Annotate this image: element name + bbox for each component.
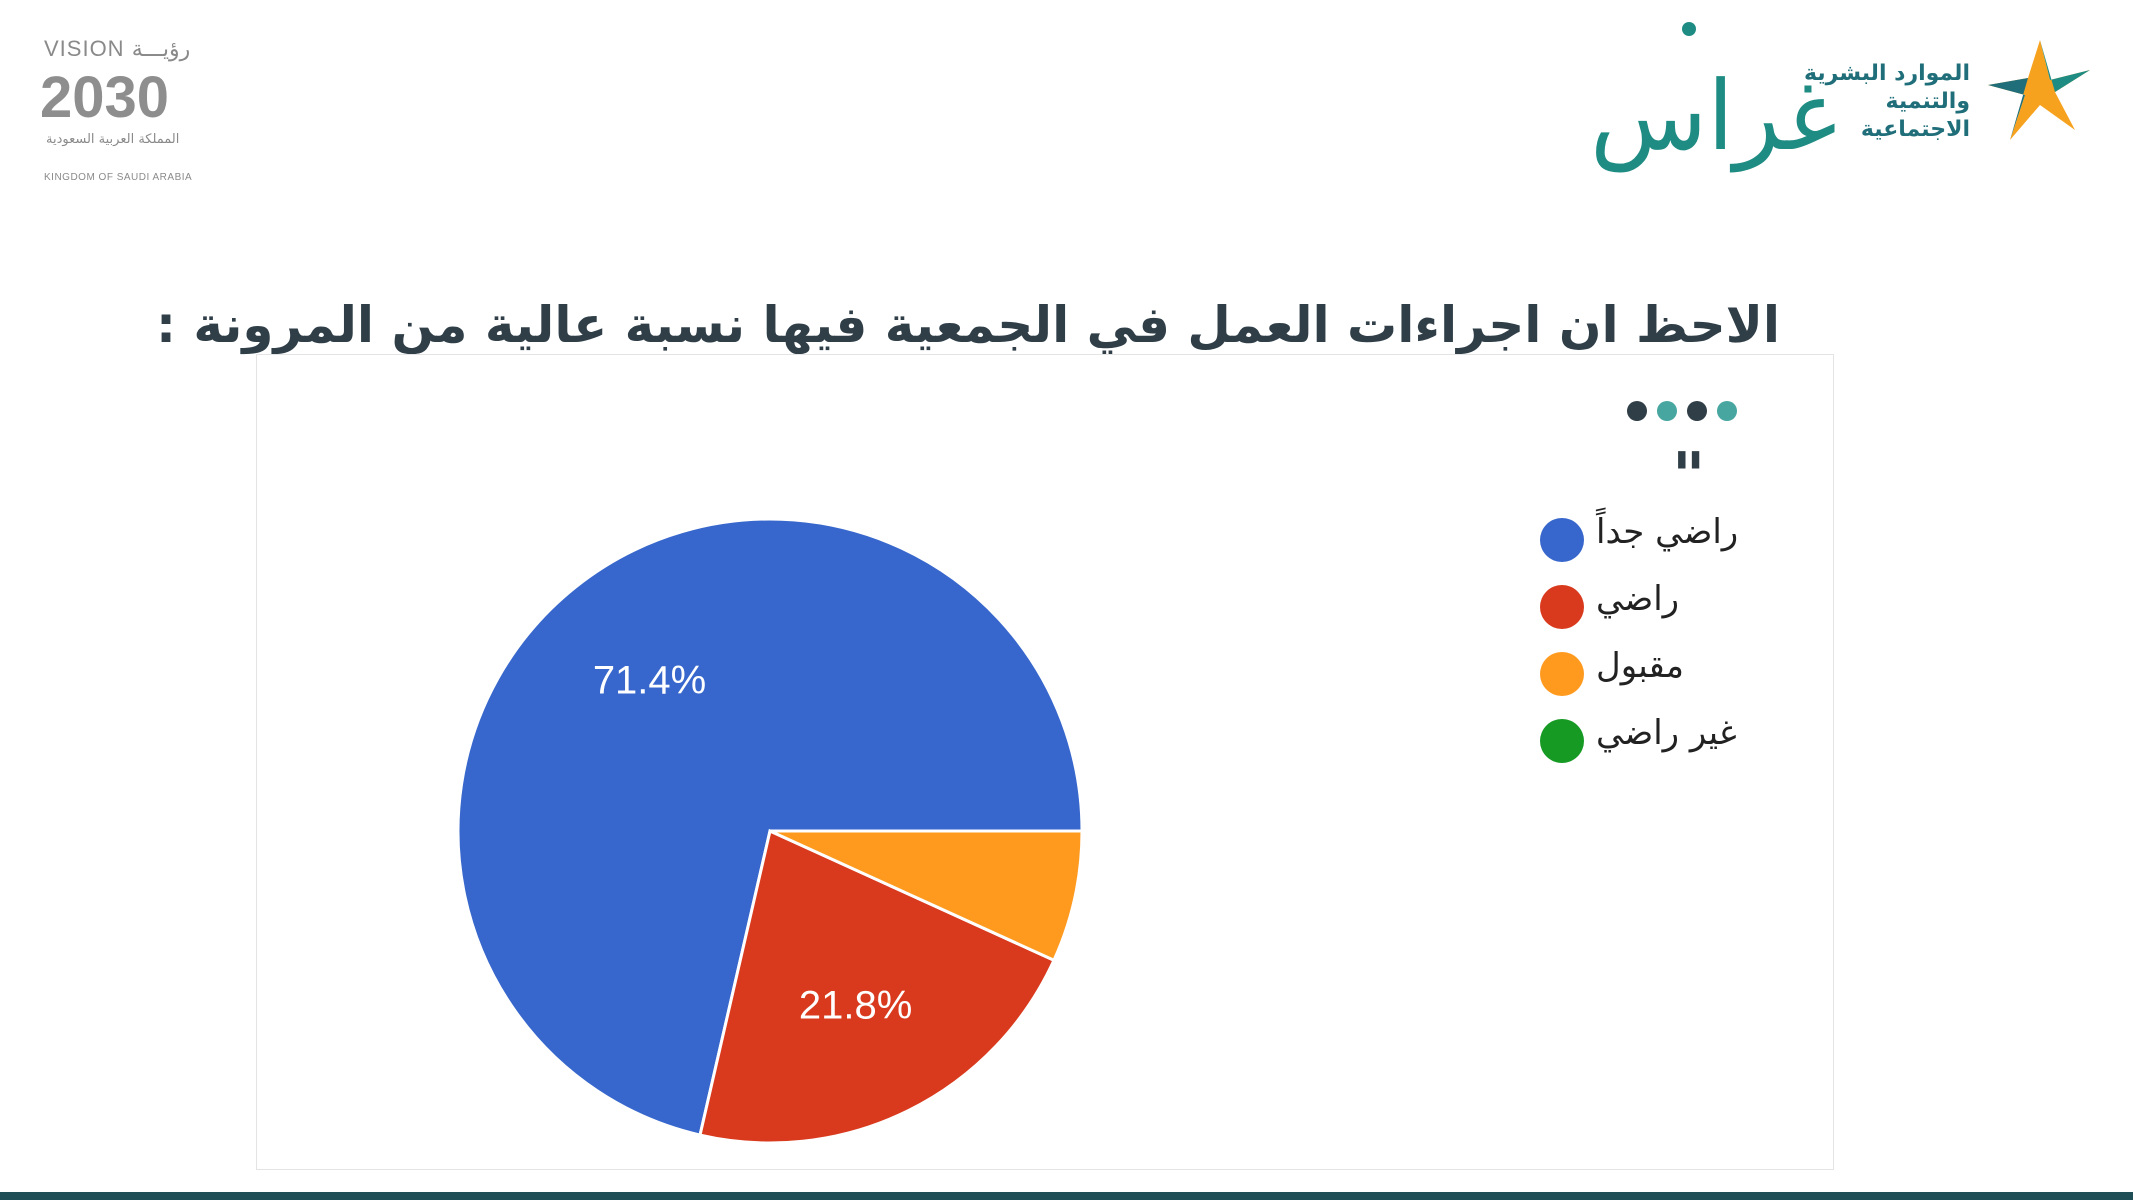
legend-label: راضي (1596, 579, 1680, 619)
pie-slice (698, 828, 1056, 1145)
ministry-logo: الموارد البشرية والتنمية الاجتماعية (1790, 30, 2100, 150)
pie-data-label: 71.4% (593, 659, 706, 703)
pie-slice (456, 517, 1084, 1137)
legend-label: غير راضي (1596, 713, 1737, 753)
chart-frame: 71.4% 21.8% (256, 354, 1834, 1170)
bottom-bar (0, 1192, 2133, 1200)
legend-item: راضي (1540, 579, 1820, 646)
legend-label: مقبول (1596, 646, 1684, 686)
legend-swatch (1540, 518, 1584, 562)
decorative-dot (1717, 401, 1737, 421)
vision-logo-top-line: VISION رؤيـــة (44, 36, 191, 61)
legend-item: غير راضي (1540, 713, 1820, 780)
chart-legend: راضي جداً راضي مقبول غير راضي (1540, 512, 1820, 780)
decorative-dot (1657, 401, 1677, 421)
ministry-logo-line1: الموارد البشرية (1804, 61, 1970, 86)
legend-swatch (1540, 585, 1584, 629)
pie-chart: 71.4% 21.8% (456, 517, 1084, 1145)
ghiras-logo: غراس (1590, 20, 1837, 172)
pie-slice (769, 829, 1084, 963)
legend-swatch (1540, 652, 1584, 696)
quote-mark-icon: " (1672, 440, 1706, 514)
legend-swatch (1540, 719, 1584, 763)
page-title: الاحظ ان اجراءات العمل في الجمعية فيها ن… (155, 296, 1780, 354)
ministry-star-icon (1988, 40, 2090, 140)
ministry-logo-text: الموارد البشرية والتنمية الاجتماعية (1790, 60, 1970, 144)
legend-item: مقبول (1540, 646, 1820, 713)
vision-2030-logo: VISION رؤيـــة 2030 المملكة العربية السع… (40, 36, 220, 183)
ghiras-logo-text: غراس (1590, 60, 1838, 172)
decorative-dot (1687, 401, 1707, 421)
ghiras-logo-figure-icon (1682, 22, 1696, 36)
legend-label: راضي جداً (1596, 512, 1739, 552)
decorative-dot (1627, 401, 1647, 421)
pie-data-label: 21.8% (799, 983, 912, 1027)
vision-logo-english-line: KINGDOM OF SAUDI ARABIA (44, 172, 193, 183)
vision-logo-year: 2030 (40, 65, 170, 130)
decorative-dots (1627, 401, 1747, 425)
vision-logo-arabic-line: المملكة العربية السعودية (46, 132, 180, 147)
legend-item: راضي جداً (1540, 512, 1820, 579)
ministry-logo-line2: والتنمية الاجتماعية (1860, 89, 1970, 142)
